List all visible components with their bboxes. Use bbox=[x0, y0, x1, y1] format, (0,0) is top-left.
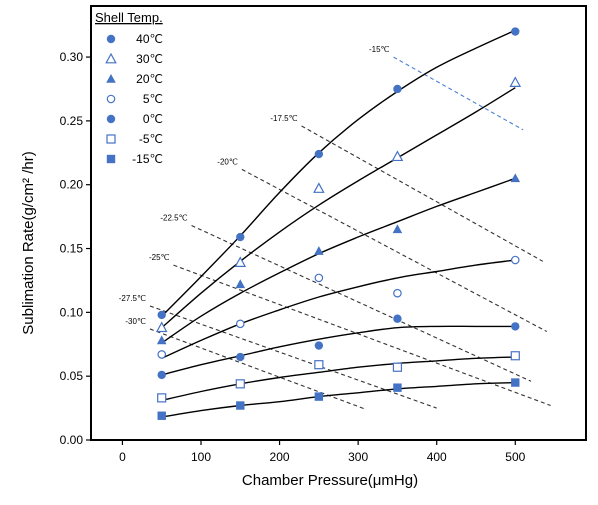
data-point bbox=[510, 255, 520, 265]
data-point bbox=[391, 150, 404, 162]
data-point bbox=[235, 319, 245, 329]
data-point bbox=[511, 378, 520, 387]
isotherm-line bbox=[191, 225, 532, 382]
isotherm-label: -25℃ bbox=[149, 253, 170, 262]
data-point bbox=[314, 341, 324, 350]
data-point bbox=[235, 279, 246, 289]
legend-title: Shell Temp. bbox=[95, 10, 163, 25]
legend-marker bbox=[106, 34, 116, 44]
y-tick-label: 0.20 bbox=[60, 178, 84, 192]
legend-marker bbox=[106, 114, 116, 124]
isotherm-label: -22.5℃ bbox=[160, 214, 187, 223]
data-point bbox=[314, 246, 324, 255]
legend-marker bbox=[106, 134, 116, 144]
data-point bbox=[236, 232, 245, 242]
x-tick-label: 500 bbox=[505, 450, 525, 464]
y-tick-label: 0.30 bbox=[60, 50, 84, 64]
legend-marker bbox=[105, 52, 117, 64]
x-tick-label: 200 bbox=[270, 450, 290, 464]
y-tick-label: 0.25 bbox=[60, 114, 84, 128]
data-point bbox=[393, 84, 402, 94]
isotherm-line bbox=[393, 56, 524, 131]
legend-marker bbox=[106, 74, 116, 83]
data-point bbox=[510, 351, 520, 361]
y-tick-label: 0.00 bbox=[60, 433, 84, 447]
data-point bbox=[236, 352, 245, 362]
data-point bbox=[157, 310, 166, 320]
y-tick-label: 0.15 bbox=[60, 242, 84, 256]
isotherm-label: -30℃ bbox=[125, 317, 146, 326]
fit-curve bbox=[161, 381, 516, 418]
data-point bbox=[235, 379, 245, 389]
data-point bbox=[314, 360, 324, 370]
data-point bbox=[314, 392, 324, 401]
data-point bbox=[157, 393, 167, 403]
fit-curve bbox=[161, 177, 516, 344]
data-point bbox=[234, 256, 247, 267]
plot-frame bbox=[90, 5, 587, 441]
axes: 0 100 200 300 400 500 0.00 0.05 0.10 0.15 0.20 0.25… bbox=[60, 50, 526, 464]
legend-label: 30℃ bbox=[136, 52, 163, 66]
legend-label: -5℃ bbox=[139, 132, 163, 146]
x-tick-label: 0 bbox=[119, 450, 126, 464]
data-point bbox=[156, 335, 167, 345]
fit-curve bbox=[161, 259, 516, 359]
y-tick-label: 0.10 bbox=[60, 305, 84, 319]
data-point bbox=[393, 383, 402, 392]
fit-curve bbox=[161, 356, 516, 402]
data-point bbox=[157, 350, 167, 359]
legend-marker bbox=[106, 94, 116, 104]
data-point bbox=[314, 149, 324, 159]
isotherm-label: -17.5℃ bbox=[270, 114, 297, 123]
data-point bbox=[157, 370, 166, 380]
legend-label: 40℃ bbox=[136, 32, 163, 46]
data-point bbox=[392, 224, 403, 234]
data-point bbox=[511, 322, 520, 331]
isotherm-line bbox=[241, 168, 547, 332]
fit-curve bbox=[161, 87, 516, 329]
legend-label: 0℃ bbox=[143, 112, 163, 126]
fit-curves bbox=[161, 29, 516, 418]
data-point bbox=[393, 314, 402, 323]
data-markers bbox=[155, 27, 522, 420]
legend-marker bbox=[106, 154, 116, 164]
data-point bbox=[313, 182, 325, 193]
legend-label: -15℃ bbox=[132, 152, 163, 166]
data-point bbox=[155, 321, 168, 333]
fit-curve bbox=[161, 325, 516, 376]
data-point bbox=[510, 173, 521, 183]
data-point bbox=[392, 362, 403, 372]
legend: Shell Temp. 40℃ 30℃ 20℃ 5℃ 0℃ -5℃ -15℃ bbox=[95, 10, 163, 166]
y-tick-label: 0.05 bbox=[60, 369, 84, 383]
legend-label: 5℃ bbox=[143, 92, 163, 106]
data-point bbox=[509, 76, 522, 87]
x-tick-label: 400 bbox=[427, 450, 447, 464]
x-tick-label: 300 bbox=[348, 450, 368, 464]
data-point bbox=[157, 411, 166, 420]
isotherm-label: -20℃ bbox=[217, 157, 238, 166]
legend-label: 20℃ bbox=[136, 72, 163, 86]
fit-curve bbox=[161, 29, 516, 317]
y-axis-title: Sublimation Rate(g/cm² /hr) bbox=[20, 151, 37, 334]
isotherm-label: -27.5℃ bbox=[119, 294, 146, 303]
isotherm-label: -15℃ bbox=[369, 45, 390, 54]
x-axis-title: Chamber Pressure(μmHg) bbox=[242, 472, 418, 489]
isotherm-lines: -15℃ -17.5℃ -20℃ -22.5℃ -25℃ -27.5℃ -30℃ bbox=[119, 45, 551, 410]
isotherm-line bbox=[149, 305, 437, 409]
data-point bbox=[236, 401, 245, 410]
data-point bbox=[314, 273, 324, 283]
data-point bbox=[393, 288, 402, 298]
data-point bbox=[511, 27, 520, 36]
x-tick-label: 100 bbox=[191, 450, 211, 464]
